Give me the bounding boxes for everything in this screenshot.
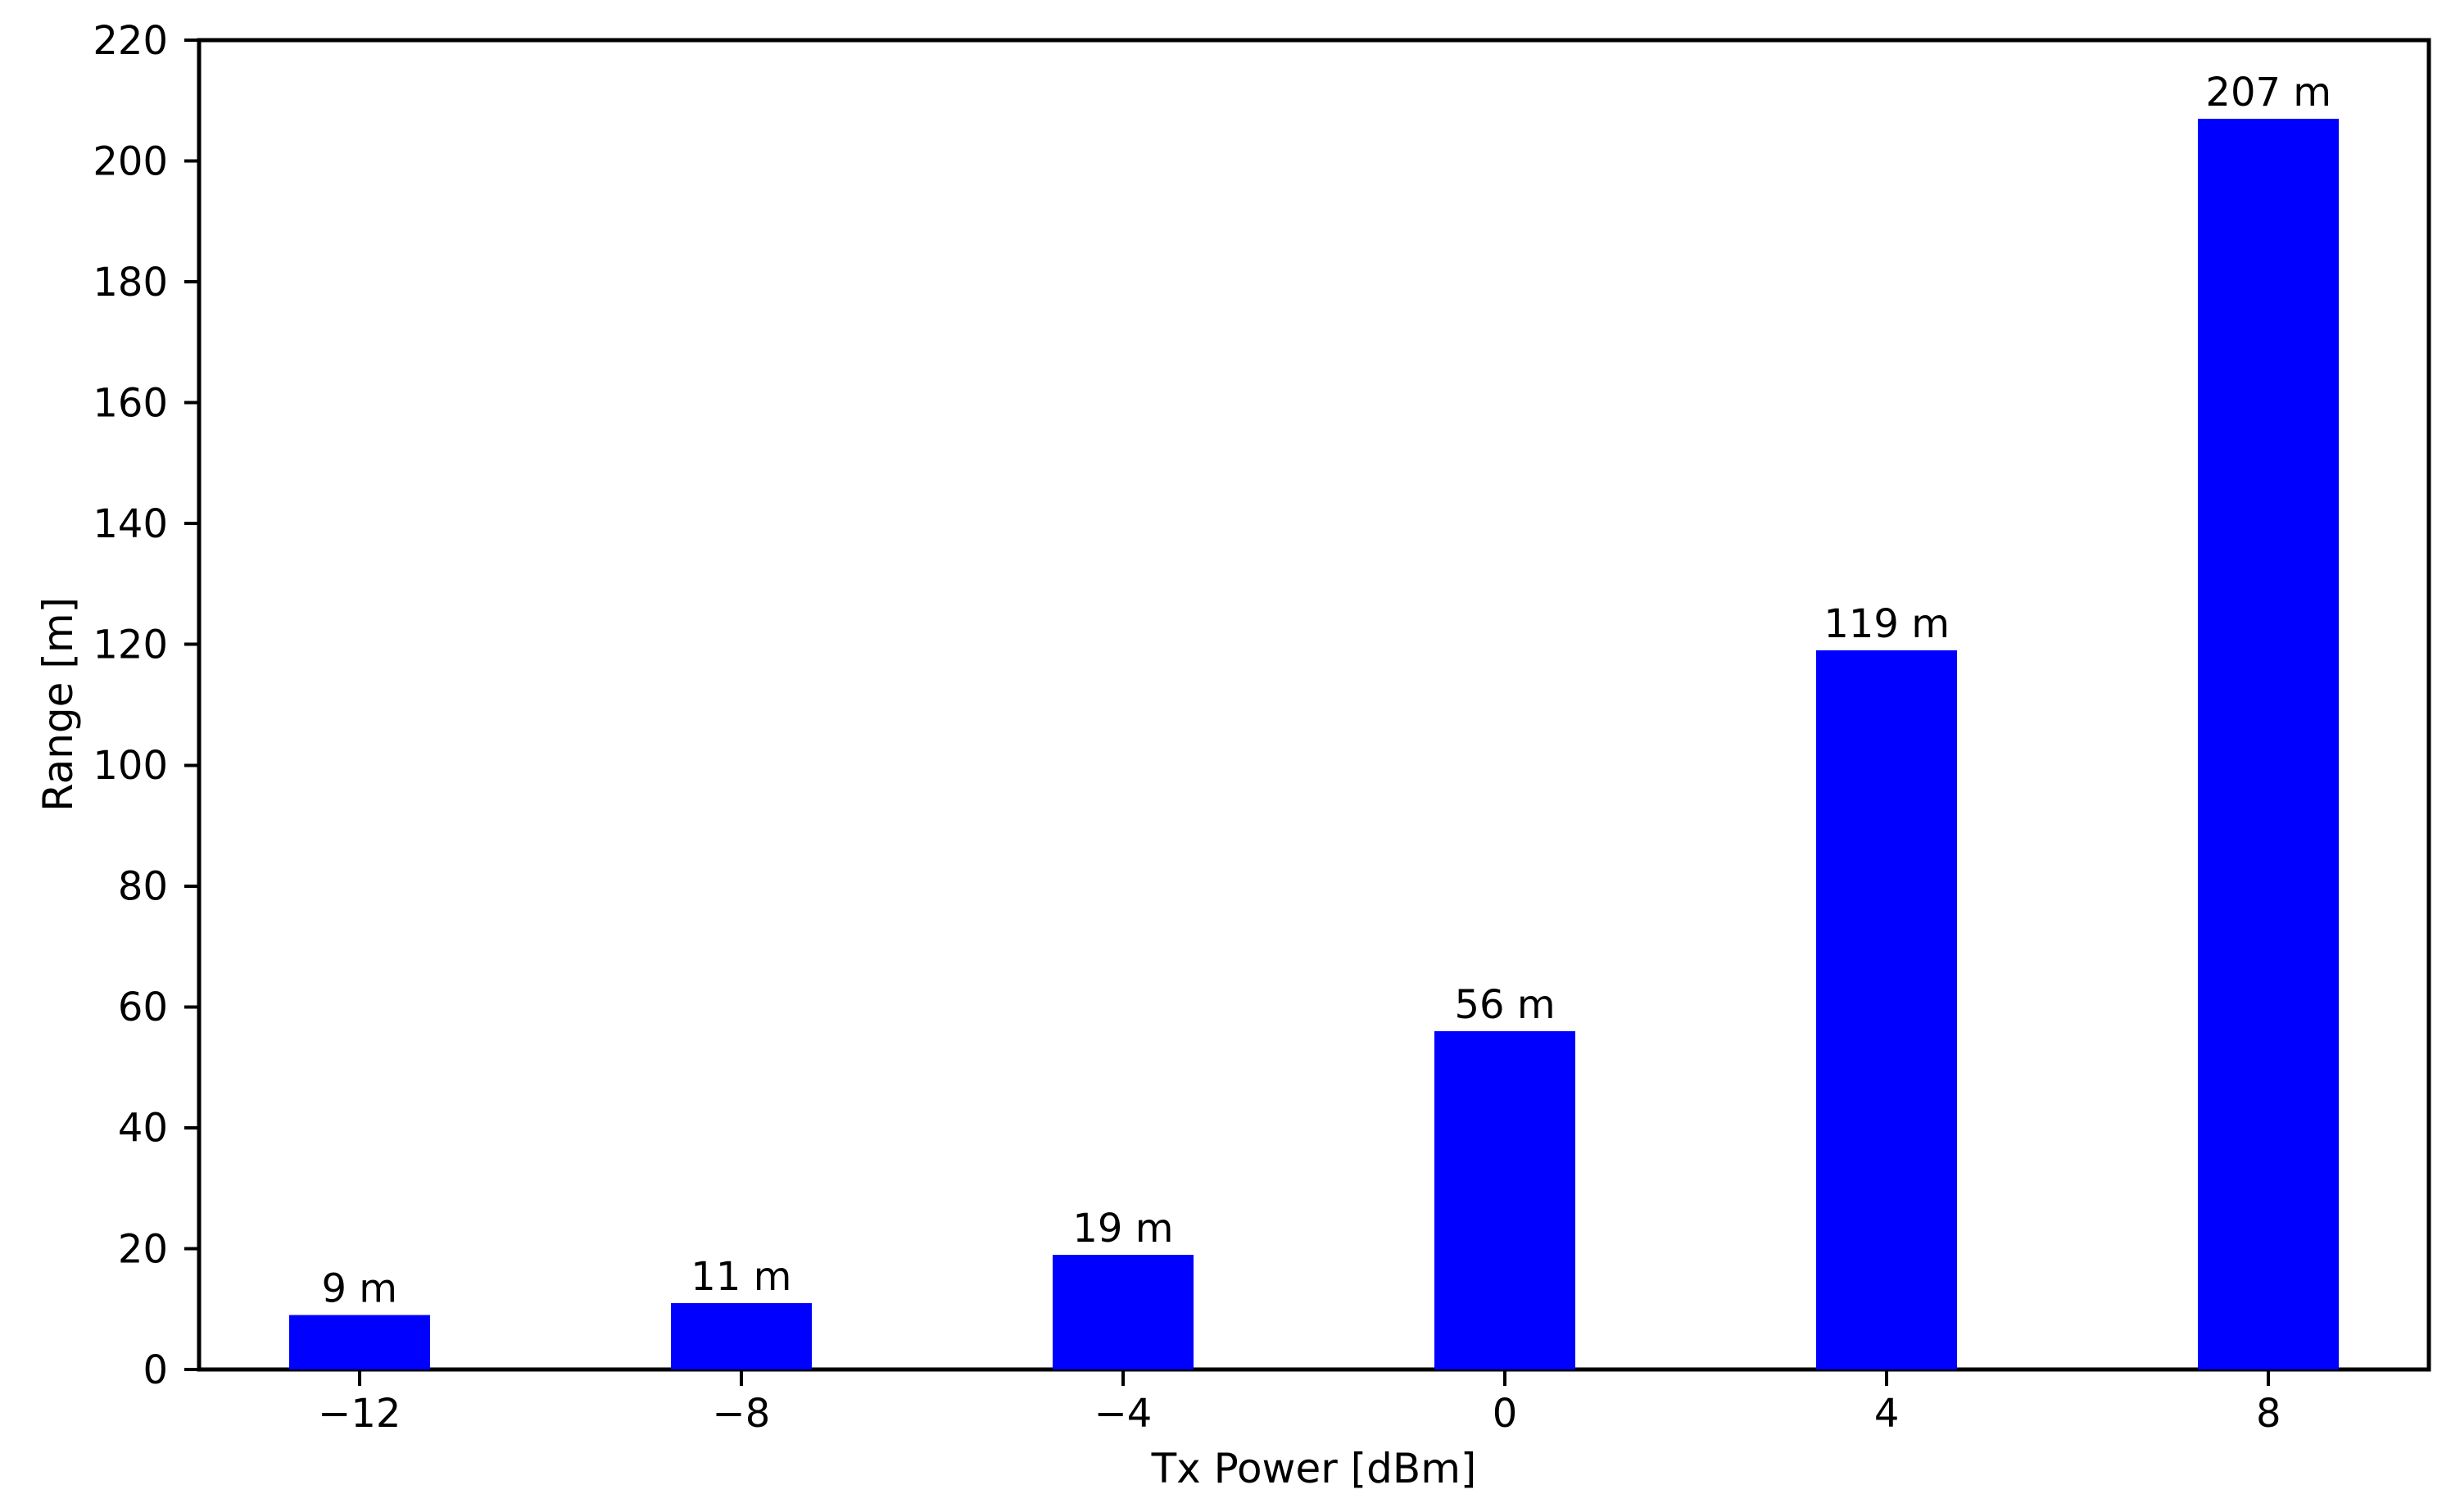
bar	[1434, 1030, 1576, 1369]
y-tick-label: 140	[93, 501, 168, 547]
bar	[670, 1302, 812, 1369]
y-tick-label: 0	[143, 1347, 168, 1393]
x-tick-label: 4	[1874, 1391, 1900, 1437]
bar-value-label: 9 m	[321, 1266, 397, 1312]
bar	[1816, 650, 1958, 1369]
y-tick-label: 20	[118, 1226, 168, 1272]
x-tick-label: −12	[318, 1391, 401, 1437]
y-tick-label: 60	[118, 985, 168, 1030]
y-tick-label: 160	[93, 380, 168, 426]
bar	[288, 1315, 430, 1369]
y-tick-label: 80	[118, 864, 168, 910]
bar-value-label: 119 m	[1823, 601, 1950, 647]
y-tick-label: 100	[93, 743, 168, 789]
x-tick-label: 8	[2256, 1391, 2281, 1437]
x-tick-label: 0	[1493, 1391, 1518, 1437]
bar	[2198, 118, 2340, 1369]
x-axis-label: Tx Power [dBm]	[1151, 1445, 1477, 1492]
bar-value-label: 207 m	[2205, 70, 2331, 115]
y-tick-label: 220	[93, 18, 168, 64]
y-axis-label: Range [m]	[34, 597, 82, 812]
bar-value-label: 11 m	[691, 1254, 791, 1300]
bar	[1052, 1254, 1194, 1369]
plot-border	[197, 38, 2431, 1372]
y-tick-label: 40	[118, 1106, 168, 1152]
y-tick-label: 120	[93, 622, 168, 668]
y-tick-label: 180	[93, 260, 168, 306]
bar-value-label: 56 m	[1455, 982, 1556, 1028]
y-tick-label: 200	[93, 138, 168, 184]
x-tick-label: −4	[1094, 1391, 1153, 1437]
bar-value-label: 19 m	[1072, 1206, 1173, 1252]
x-tick-label: −8	[712, 1391, 770, 1437]
